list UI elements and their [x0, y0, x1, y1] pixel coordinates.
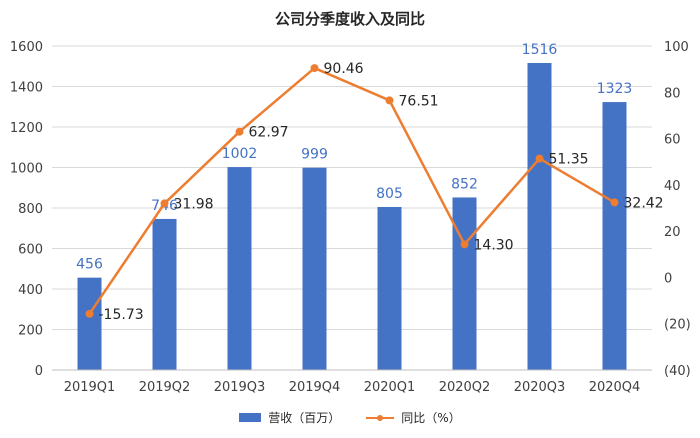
legend-item-yoy: 同比（%）	[366, 409, 461, 426]
yoy-line	[88, 66, 616, 315]
y-left-tick-label: 200	[18, 324, 43, 339]
revenue-bar-label: 456	[76, 257, 103, 273]
x-axis: 2019Q1 2019Q2 2019Q3 2019Q4 2020Q1 2020Q2 2020…	[52, 369, 652, 395]
revenue-bar-label: 1002	[222, 146, 258, 162]
legend-swatch-bar	[239, 413, 262, 422]
y-right-tick-label: 80	[664, 86, 681, 101]
yoy-point	[235, 127, 244, 136]
revenue-bars	[77, 63, 627, 370]
y-axis-right: (40) (20) 0 20 40 60 80 100	[664, 40, 691, 379]
y-right-tick-label: (20)	[664, 318, 691, 333]
chart-title: 公司分季度收入及同比	[274, 10, 425, 28]
x-tick-label: 2020Q2	[439, 380, 491, 395]
y-right-tick-label: 0	[664, 271, 672, 286]
y-left-tick-label: 0	[35, 364, 43, 379]
x-tick-label: 2019Q4	[289, 380, 341, 395]
yoy-point-label: 62.97	[249, 125, 289, 141]
legend-label-revenue: 营收（百万）	[268, 411, 341, 425]
revenue-bar-label: 1516	[522, 42, 558, 58]
x-tick-label: 2019Q2	[139, 380, 191, 395]
x-tick-label: 2020Q4	[589, 380, 641, 395]
x-tick-label: 2019Q3	[214, 380, 266, 395]
revenue-bar	[602, 102, 627, 370]
y-left-tick-label: 400	[18, 283, 43, 298]
yoy-point	[460, 240, 469, 249]
revenue-bar	[452, 197, 477, 370]
yoy-line-series	[85, 64, 619, 318]
yoy-point	[610, 198, 619, 207]
x-tick-label: 2020Q3	[514, 380, 566, 395]
y-left-tick-label: 800	[18, 202, 43, 217]
yoy-point-label: 32.42	[624, 195, 664, 211]
yoy-point	[310, 64, 319, 73]
y-left-tick-label: 1200	[10, 121, 43, 136]
y-axis-left: 0 200 400 600 800 1000 1200 1400 1600	[10, 40, 43, 379]
legend-label-yoy: 同比（%）	[401, 411, 461, 425]
yoy-point	[85, 309, 94, 318]
legend-item-revenue: 营收（百万）	[239, 409, 340, 426]
legend-swatch-line	[366, 413, 395, 423]
revenue-bar	[377, 206, 402, 370]
yoy-point-label: 14.30	[474, 237, 514, 253]
revenue-bar	[227, 167, 252, 370]
y-left-tick-label: 1000	[10, 162, 43, 177]
yoy-point	[385, 96, 394, 105]
revenue-bar-label: 1323	[597, 81, 633, 97]
y-right-tick-label: 60	[664, 133, 681, 148]
revenue-bar-label: 852	[451, 176, 478, 192]
y-right-tick-label: (40)	[664, 364, 691, 379]
revenue-bar-label: 999	[301, 147, 328, 163]
y-right-tick-label: 20	[664, 225, 681, 240]
revenue-bar	[152, 218, 177, 370]
y-left-tick-label: 1600	[10, 40, 43, 55]
revenue-bar	[77, 277, 102, 370]
y-right-tick-label: 40	[664, 179, 681, 194]
revenue-bar	[527, 63, 552, 370]
yoy-point-label: 90.46	[324, 61, 364, 77]
revenue-bar	[302, 167, 327, 370]
yoy-point	[160, 199, 169, 208]
y-left-tick-label: 1400	[10, 81, 43, 96]
y-left-tick-label: 600	[18, 243, 43, 258]
legend: 营收（百万） 同比（%）	[0, 409, 700, 426]
yoy-line-labels: -15.73 31.98 62.97 90.46 76.51 14.30 51.35 32.4…	[99, 61, 664, 323]
y-right-tick-label: 100	[664, 40, 689, 55]
yoy-point-label: -15.73	[99, 307, 144, 323]
x-tick-label: 2020Q1	[364, 380, 416, 395]
x-tick-label: 2019Q1	[64, 380, 116, 395]
yoy-point-label: 51.35	[549, 152, 589, 168]
yoy-point	[535, 154, 544, 163]
yoy-point-label: 76.51	[399, 93, 439, 109]
revenue-bar-label: 805	[376, 186, 403, 202]
yoy-point-label: 31.98	[174, 196, 214, 212]
